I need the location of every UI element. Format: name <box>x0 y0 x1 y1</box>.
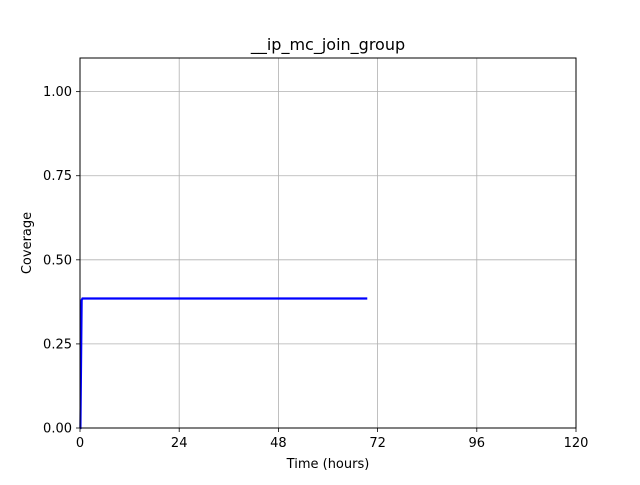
y-tick-label: 0.50 <box>43 253 72 268</box>
y-tick-label: 0.25 <box>43 337 72 352</box>
x-axis-label: Time (hours) <box>286 457 370 472</box>
plot-frame <box>79 57 577 429</box>
y-axis-label: Coverage <box>20 212 35 274</box>
x-tick-label: 72 <box>369 436 386 451</box>
tick-layer: 0 24 48 72 96 120 0.00 0.25 0.50 0.75 1.00 <box>43 85 588 451</box>
x-tick-label: 48 <box>270 436 287 451</box>
x-tick-label: 24 <box>171 436 188 451</box>
chart-title: __ip_mc_join_group <box>250 35 405 55</box>
y-tick-label: 1.00 <box>43 85 72 100</box>
y-tick-label: 0.75 <box>43 169 72 184</box>
x-tick-label: 0 <box>76 436 84 451</box>
y-tick-label: 0.00 <box>43 422 72 437</box>
x-tick-label: 96 <box>469 436 486 451</box>
x-tick-label: 120 <box>564 436 589 451</box>
